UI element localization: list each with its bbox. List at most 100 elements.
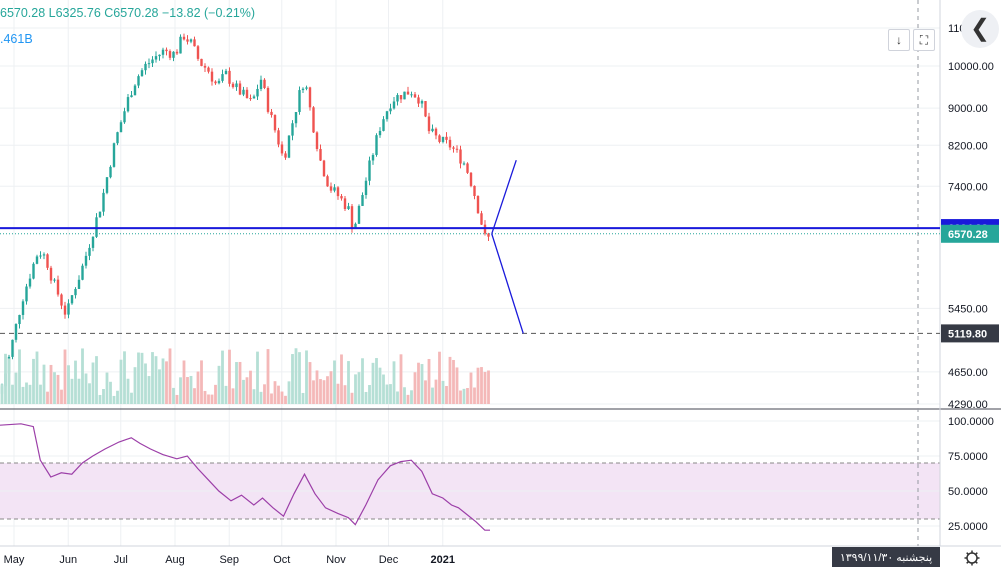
candle-body: [231, 83, 235, 88]
volume-bar: [438, 351, 441, 404]
candle-body: [245, 89, 249, 99]
candle-body: [137, 76, 140, 86]
projection-line: [491, 159, 517, 235]
volume-bar: [193, 388, 196, 404]
candle-body: [291, 123, 294, 136]
candle-body: [480, 213, 483, 225]
volume-bar: [98, 394, 102, 404]
rsi-tick-label: 75.0000: [948, 451, 988, 463]
candle-body: [336, 187, 340, 197]
volume-bar: [441, 380, 445, 404]
volume-bar: [245, 377, 249, 404]
volume-bar: [273, 381, 277, 404]
candle-body: [368, 160, 371, 181]
candle-body: [396, 95, 399, 102]
candle-body: [392, 101, 396, 109]
candle-body: [305, 87, 308, 89]
candle-body: [84, 255, 88, 266]
volume-bar: [305, 350, 308, 404]
volume-bar: [238, 361, 242, 404]
volume-bar: [452, 359, 455, 404]
volume-bar: [399, 354, 403, 404]
volume-bar: [294, 348, 298, 404]
candle-body: [273, 115, 277, 131]
fullscreen-button[interactable]: ⛶: [913, 29, 935, 51]
candle-body: [431, 128, 434, 132]
back-button[interactable]: ❮: [961, 10, 999, 48]
volume-bar: [266, 349, 270, 404]
candle-body: [228, 70, 231, 84]
time-tick-label: Jul: [114, 554, 128, 566]
candle-body: [347, 206, 350, 210]
volume-bar: [301, 392, 305, 404]
candle-body: [476, 196, 480, 214]
volume-bar: [347, 361, 350, 404]
candle-body: [459, 149, 462, 164]
volume-bar: [53, 372, 56, 404]
rsi-tick-label: 25.0000: [948, 521, 988, 533]
price-tick-label: 5450.00: [948, 303, 988, 315]
candle-body: [298, 90, 301, 113]
volume-bar: [473, 387, 476, 404]
volume-bar: [151, 352, 154, 404]
candle-body: [161, 49, 165, 55]
candle-body: [301, 88, 305, 91]
volume-bar: [263, 384, 266, 404]
volume-bar: [39, 384, 42, 404]
volume-bar: [147, 376, 151, 404]
candle-body: [224, 70, 228, 75]
candle-body: [350, 206, 354, 230]
candle-body: [441, 136, 445, 142]
down-arrow-icon: ↓: [896, 33, 902, 47]
candle-body: [98, 211, 102, 218]
candle-body: [403, 91, 406, 100]
volume-bar: [168, 348, 172, 404]
candle-body: [420, 101, 424, 104]
volume-bar: [410, 390, 413, 404]
settings-gear-tooth: [975, 552, 978, 555]
candle-body: [361, 195, 364, 206]
volume-bar: [28, 384, 32, 404]
volume-bar: [277, 385, 280, 404]
volume-bar: [186, 377, 189, 404]
candle-body: [322, 160, 326, 177]
scroll-down-button[interactable]: ↓: [888, 29, 910, 51]
time-tick-label: Dec: [379, 554, 399, 566]
volume-bar: [480, 367, 483, 404]
volume-bar: [333, 360, 336, 404]
rsi-line: [0, 423, 490, 531]
volume-bar: [424, 380, 427, 404]
volume-bar: [189, 375, 193, 404]
candle-body: [277, 130, 280, 145]
candle-body: [252, 96, 256, 99]
candle-body: [410, 94, 413, 96]
time-tick-label: Nov: [326, 554, 346, 566]
candle-body: [140, 70, 144, 77]
volume-bar: [455, 367, 459, 404]
volume-bar: [340, 354, 343, 404]
volume-bar: [382, 374, 385, 404]
volume-bar: [126, 378, 130, 404]
candle-body: [63, 305, 67, 315]
time-tick-label: May: [4, 554, 25, 566]
time-tick-label: Aug: [165, 554, 185, 566]
volume-bar: [217, 365, 221, 404]
volume-bar: [487, 370, 490, 404]
candle-body: [389, 108, 392, 112]
candle-body: [207, 67, 210, 72]
volume-bar: [102, 389, 105, 404]
volume-bar: [81, 348, 84, 404]
candle-body: [371, 154, 375, 161]
candle-body: [424, 101, 427, 117]
candle-body: [49, 267, 53, 281]
volume-bar: [133, 367, 137, 404]
candle-body: [343, 198, 347, 210]
candle-body: [46, 254, 49, 268]
volume-bar: [11, 384, 14, 404]
volume-bar: [18, 349, 21, 404]
candle-body: [263, 79, 266, 88]
candle-body: [375, 135, 378, 155]
volume-bar: [417, 362, 420, 404]
candle-body: [417, 97, 420, 104]
volume-bar: [154, 356, 158, 404]
